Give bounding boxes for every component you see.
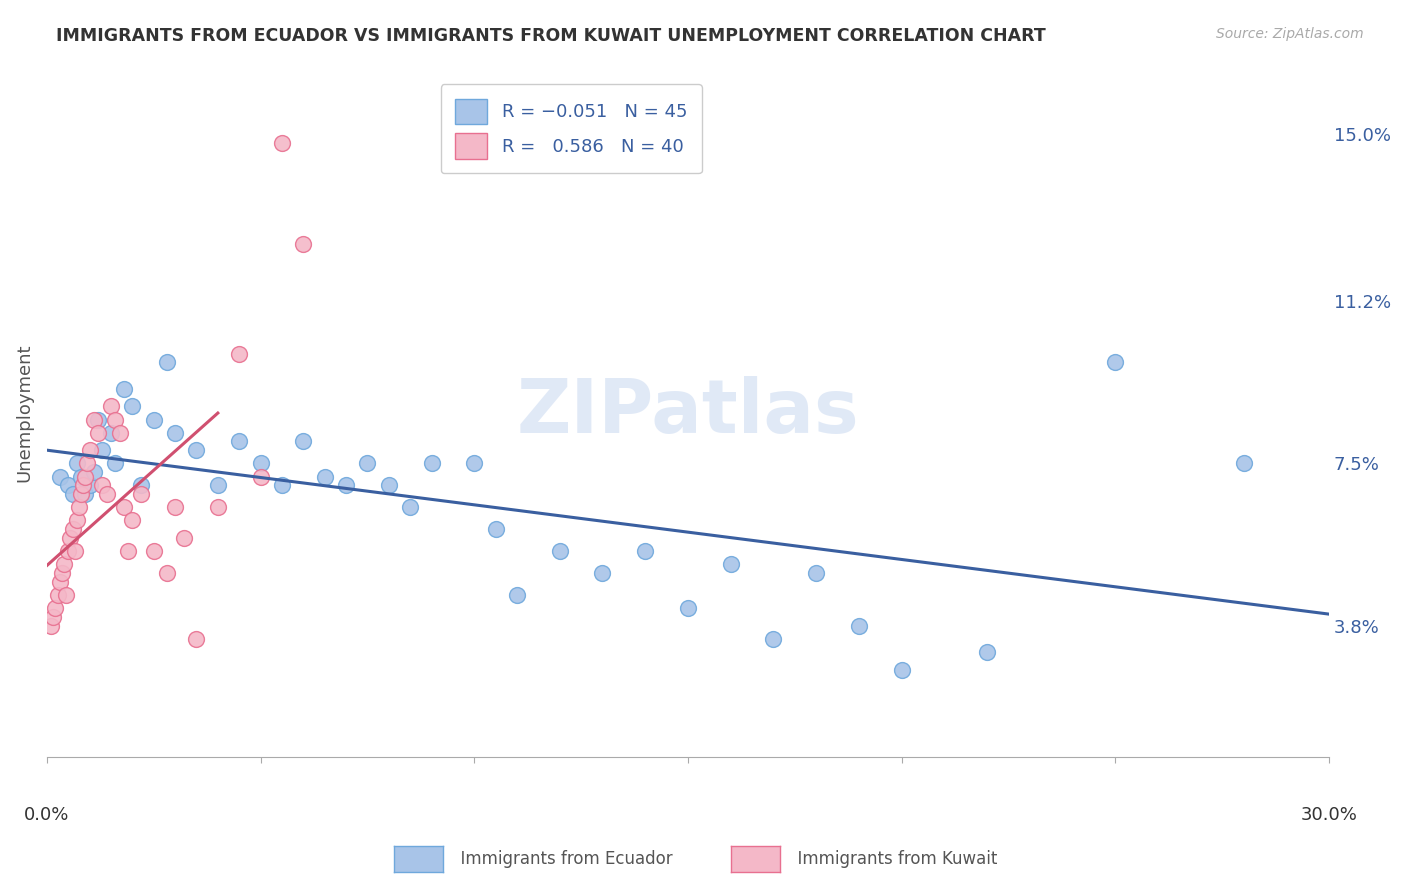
Text: IMMIGRANTS FROM ECUADOR VS IMMIGRANTS FROM KUWAIT UNEMPLOYMENT CORRELATION CHART: IMMIGRANTS FROM ECUADOR VS IMMIGRANTS FR…	[56, 27, 1046, 45]
Point	[91, 478, 114, 492]
Point	[108, 425, 131, 440]
Point	[76, 457, 98, 471]
Point	[39, 618, 62, 632]
Point	[53, 558, 76, 572]
Point	[121, 513, 143, 527]
Point	[186, 632, 208, 646]
Point	[378, 478, 401, 492]
Point	[142, 544, 165, 558]
Point	[207, 478, 229, 492]
Point	[155, 566, 177, 580]
Point	[506, 588, 529, 602]
Point	[70, 469, 93, 483]
Text: Immigrants from Ecuador: Immigrants from Ecuador	[450, 850, 672, 868]
Text: Source: ZipAtlas.com: Source: ZipAtlas.com	[1216, 27, 1364, 41]
Point	[58, 478, 80, 492]
Point	[485, 522, 508, 536]
Point	[634, 544, 657, 558]
Point	[58, 544, 80, 558]
Point	[399, 500, 422, 515]
Point	[720, 558, 742, 572]
Point	[75, 469, 97, 483]
Point	[335, 478, 357, 492]
Point	[186, 443, 208, 458]
Point	[292, 434, 315, 449]
Point	[356, 457, 378, 471]
Point	[62, 487, 84, 501]
Point	[104, 457, 127, 471]
Legend: R = −0.051   N = 45, R =   0.586   N = 40: R = −0.051 N = 45, R = 0.586 N = 40	[440, 85, 702, 173]
Point	[249, 469, 271, 483]
Point	[63, 544, 86, 558]
Point	[66, 457, 89, 471]
Point	[67, 500, 90, 515]
Point	[96, 487, 118, 501]
Point	[420, 457, 443, 471]
Point	[42, 610, 65, 624]
Point	[66, 513, 89, 527]
Point	[548, 544, 571, 558]
Point	[79, 478, 101, 492]
Point	[314, 469, 336, 483]
Text: Immigrants from Kuwait: Immigrants from Kuwait	[787, 850, 998, 868]
Point	[228, 434, 250, 449]
Point	[83, 412, 105, 426]
Point	[165, 500, 187, 515]
Point	[463, 457, 485, 471]
Point	[112, 500, 135, 515]
Point	[48, 469, 70, 483]
Point	[207, 500, 229, 515]
Point	[271, 136, 294, 150]
Point	[117, 544, 139, 558]
Point	[976, 645, 998, 659]
Point	[112, 382, 135, 396]
Point	[129, 487, 152, 501]
Point	[83, 465, 105, 479]
Point	[72, 478, 94, 492]
Point	[121, 400, 143, 414]
Point	[129, 478, 152, 492]
Text: 0.0%: 0.0%	[24, 805, 69, 823]
Point	[292, 237, 315, 252]
Point	[104, 412, 127, 426]
Y-axis label: Unemployment: Unemployment	[15, 343, 32, 483]
Point	[87, 425, 110, 440]
Point	[46, 588, 69, 602]
Point	[249, 457, 271, 471]
Text: 30.0%: 30.0%	[1301, 805, 1357, 823]
Point	[1104, 355, 1126, 369]
Point	[155, 355, 177, 369]
Point	[848, 618, 870, 632]
Point	[804, 566, 827, 580]
Point	[676, 601, 699, 615]
Point	[87, 412, 110, 426]
Point	[59, 531, 82, 545]
Point	[44, 601, 66, 615]
Point	[762, 632, 785, 646]
Point	[75, 487, 97, 501]
Point	[55, 588, 77, 602]
Point	[890, 663, 912, 677]
Point	[173, 531, 195, 545]
Point	[48, 574, 70, 589]
Point	[79, 443, 101, 458]
Point	[100, 425, 122, 440]
Point	[70, 487, 93, 501]
Text: ZIPatlas: ZIPatlas	[516, 376, 859, 450]
Point	[271, 478, 294, 492]
Point	[142, 412, 165, 426]
Point	[1232, 457, 1254, 471]
Point	[51, 566, 73, 580]
Point	[100, 400, 122, 414]
Point	[62, 522, 84, 536]
Point	[91, 443, 114, 458]
Point	[592, 566, 614, 580]
Point	[228, 347, 250, 361]
Point	[165, 425, 187, 440]
